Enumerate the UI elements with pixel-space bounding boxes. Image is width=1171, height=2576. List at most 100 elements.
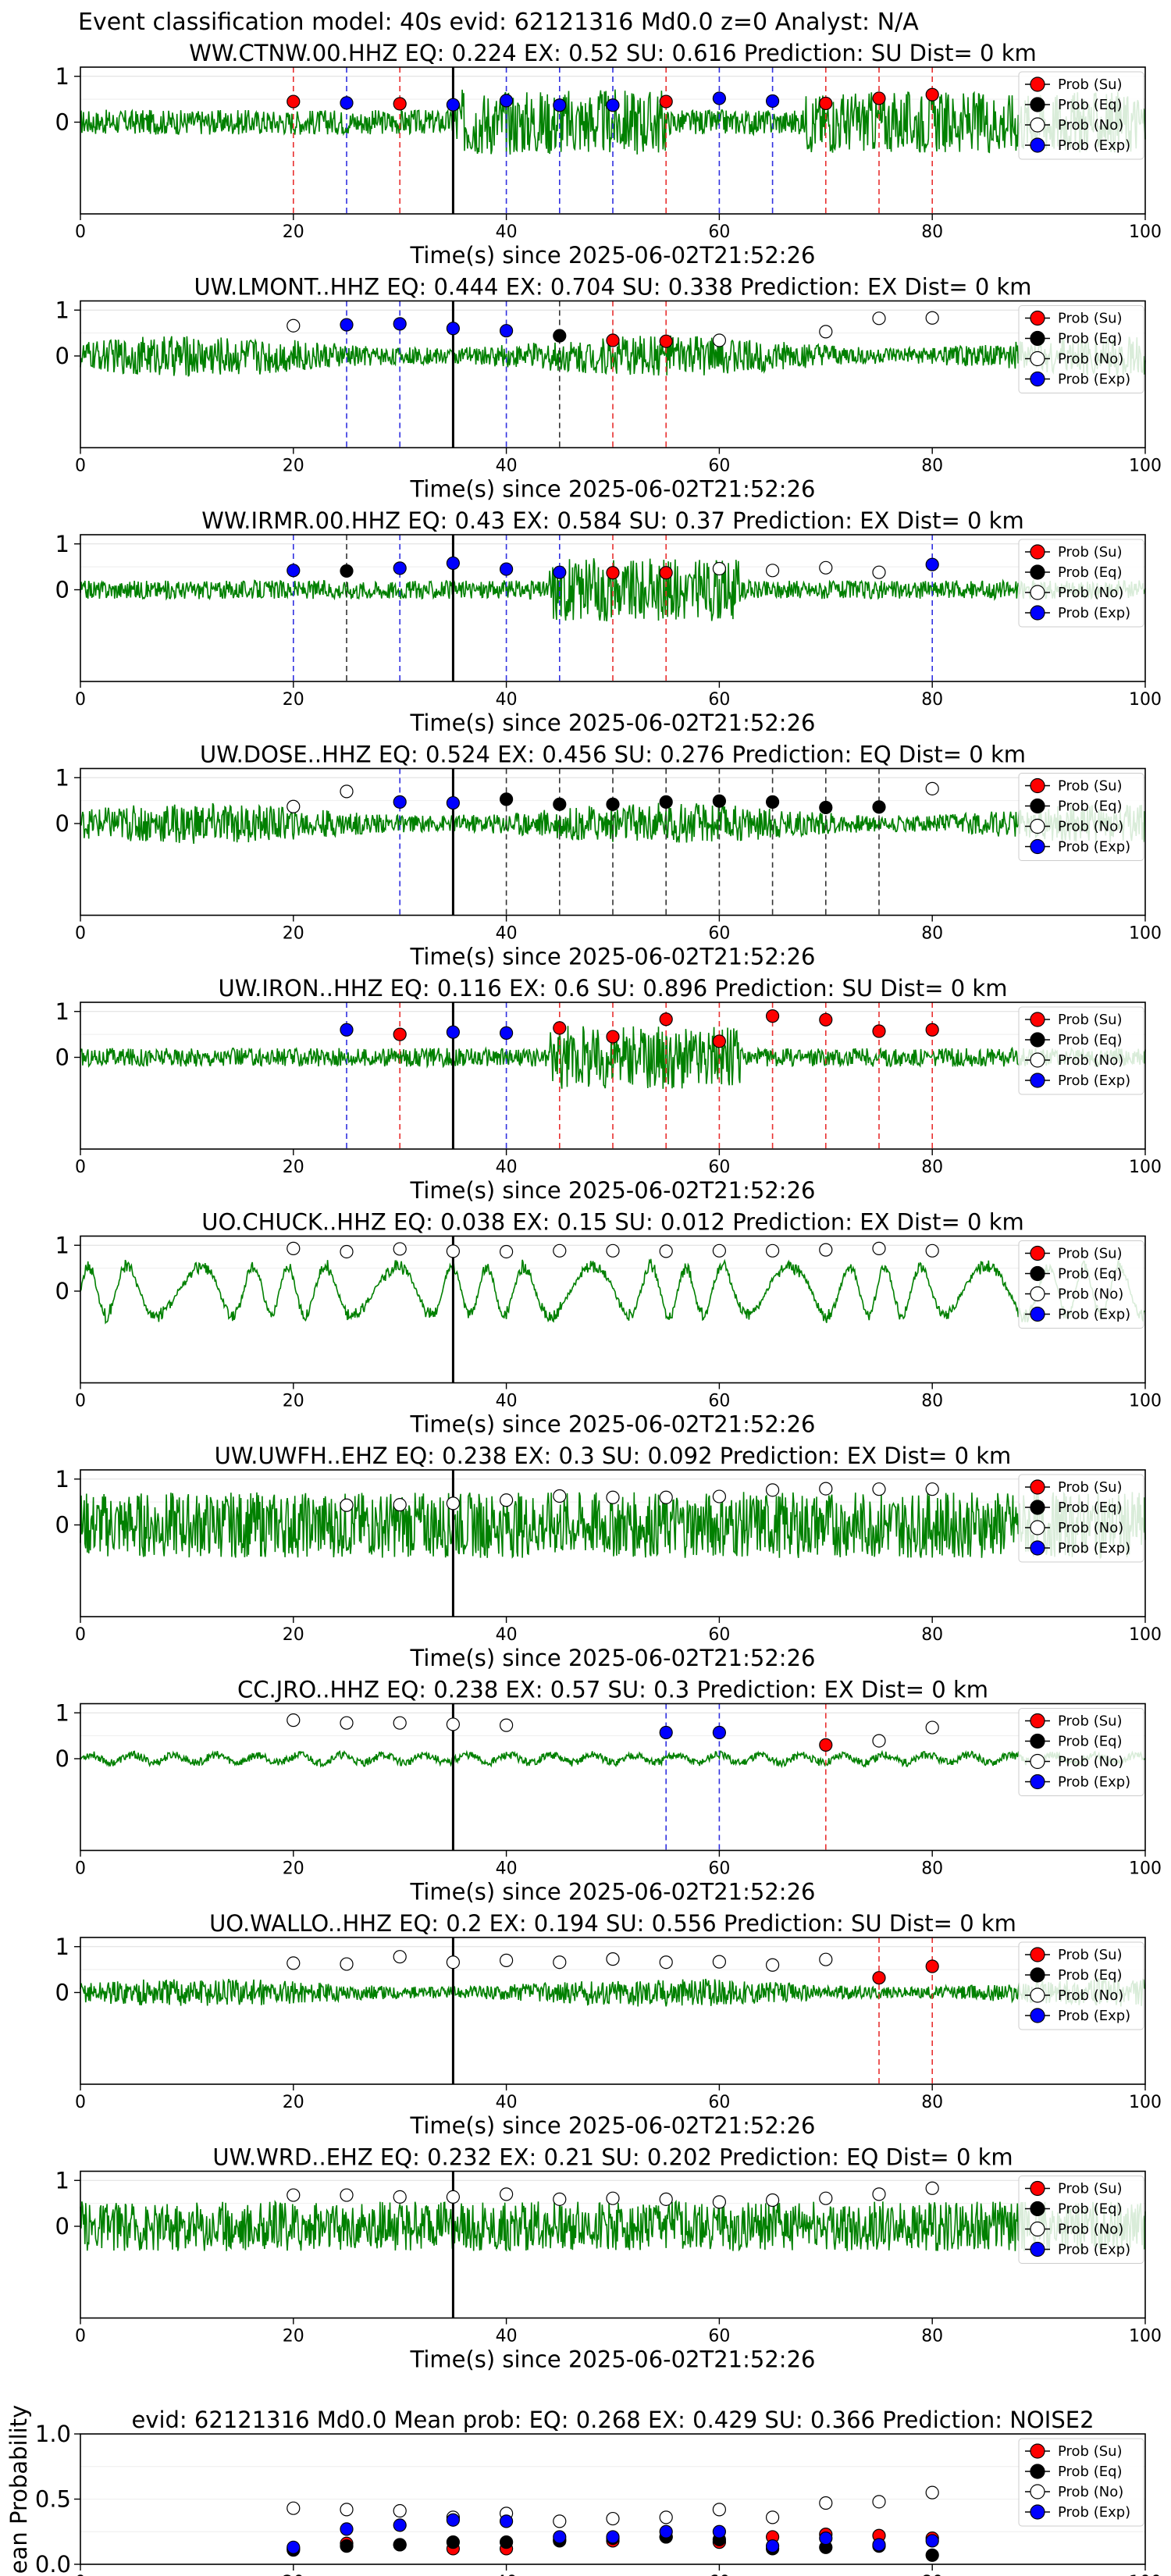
prob-point: [393, 561, 407, 575]
prob-point: [872, 565, 886, 579]
y-tick-label: 0: [55, 810, 69, 837]
axes-frame: [80, 300, 1146, 449]
legend-label: Prob (Eq): [1058, 799, 1123, 815]
legend-label: Prob (Su): [1058, 1012, 1123, 1028]
legend-label: Prob (No): [1058, 1987, 1123, 2004]
prob-point: [659, 566, 673, 580]
x-tick-label: 80: [921, 1859, 943, 1879]
chart-panel: UO.WALLO..HHZ EQ: 0.2 EX: 0.194 SU: 0.55…: [55, 1910, 1162, 2139]
y-tick-label: 0.0: [35, 2551, 71, 2576]
x-tick-label: 20: [283, 2573, 304, 2576]
prob-point: [606, 566, 620, 580]
x-tick-label: 40: [496, 457, 518, 476]
x-tick-label: 100: [1129, 1859, 1162, 1879]
x-axis-label: Time(s) since 2025-06-02T21:52:26: [410, 944, 816, 970]
prob-point: [712, 1955, 727, 1969]
x-tick-label: 100: [1129, 1158, 1162, 1177]
mean-prob-point: [765, 2510, 780, 2524]
prob-point: [872, 1482, 886, 1496]
x-tick-label: 40: [496, 2573, 518, 2576]
prob-point: [819, 2191, 833, 2205]
chart-panel: evid: 62121316 Md0.0 Mean prob: EQ: 0.26…: [5, 2405, 1162, 2576]
x-axis-label: Time(s) since 2025-06-02T21:52:26: [410, 242, 816, 269]
chart-panel: CC.JRO..HHZ EQ: 0.238 EX: 0.57 SU: 0.3 P…: [55, 1677, 1162, 1905]
legend-marker: [1030, 2484, 1045, 2500]
mean-prob-point: [287, 2540, 301, 2554]
prob-point: [553, 2192, 567, 2206]
legend-label: Prob (Eq): [1058, 564, 1123, 581]
legend-marker: [1030, 1713, 1045, 1729]
prob-point: [712, 2195, 727, 2209]
prob-point: [553, 98, 567, 112]
mean-prob-point: [340, 2503, 354, 2517]
prob-point: [765, 2193, 780, 2208]
x-tick-label: 20: [283, 1859, 304, 1879]
x-tick-label: 20: [283, 1625, 304, 1645]
x-tick-label: 60: [708, 690, 730, 710]
x-tick-label: 80: [921, 690, 943, 710]
legend-marker: [1030, 1947, 1045, 1962]
x-tick-label: 20: [283, 924, 304, 944]
axes-frame: [80, 1235, 1146, 1384]
legend-label: Prob (No): [1058, 1754, 1123, 1770]
mean-prob-point: [393, 2503, 407, 2518]
prob-point: [606, 333, 620, 347]
legend-label: Prob (No): [1058, 1052, 1123, 1069]
prob-point: [765, 1483, 780, 1497]
x-axis-label: Time(s) since 2025-06-02T21:52:26: [410, 1411, 816, 1438]
x-tick-label: 40: [496, 1158, 518, 1177]
prob-point: [765, 795, 780, 809]
prob-point: [340, 96, 354, 110]
prob-point: [606, 1490, 620, 1504]
x-tick-label: 100: [1129, 2573, 1162, 2576]
prob-point: [287, 1241, 301, 1255]
mean-prob-point: [287, 2501, 301, 2515]
x-tick-label: 60: [708, 1859, 730, 1879]
x-tick-label: 100: [1129, 1392, 1162, 1411]
legend-box: [1018, 2176, 1144, 2264]
panel-title: UW.IRON..HHZ EQ: 0.116 EX: 0.6 SU: 0.896…: [219, 975, 1008, 1002]
prob-point: [819, 1738, 833, 1752]
prob-point: [712, 1244, 727, 1258]
prob-point: [925, 2181, 939, 2195]
legend-marker: [1030, 585, 1045, 600]
legend-marker: [1030, 2443, 1045, 2459]
legend-label: Prob (Eq): [1058, 1032, 1123, 1048]
prob-point: [499, 1718, 514, 1732]
prob-point: [446, 556, 461, 571]
seismic-trace: [80, 802, 1146, 845]
legend-marker: [1030, 2241, 1045, 2258]
x-tick-label: 60: [708, 1158, 730, 1177]
x-tick-label: 80: [921, 1158, 943, 1177]
x-tick-label: 0: [75, 222, 86, 242]
mean-prob-point: [872, 2538, 886, 2552]
prob-point: [712, 333, 727, 347]
chart-panel: UW.DOSE..HHZ EQ: 0.524 EX: 0.456 SU: 0.2…: [55, 742, 1162, 970]
prob-point: [765, 564, 780, 578]
x-tick-label: 0: [75, 2327, 86, 2347]
prob-point: [446, 1717, 461, 1731]
seismic-trace: [80, 1026, 1146, 1089]
panel-title: UO.WALLO..HHZ EQ: 0.2 EX: 0.194 SU: 0.55…: [209, 1910, 1016, 1937]
legend-marker: [1030, 2180, 1045, 2197]
legend-label: Prob (Eq): [1058, 2201, 1123, 2218]
legend-marker: [1030, 798, 1045, 814]
mean-prob-point: [925, 2485, 939, 2500]
legend-label: Prob (Exp): [1058, 372, 1130, 388]
mean-prob-point: [393, 2538, 407, 2552]
prob-point: [287, 1956, 301, 1970]
y-tick-label: 1: [55, 2167, 69, 2194]
legend-box: [1018, 1006, 1144, 1095]
legend-marker: [1030, 117, 1045, 133]
panel-title: CC.JRO..HHZ EQ: 0.238 EX: 0.57 SU: 0.3 P…: [237, 1677, 988, 1703]
prob-point: [553, 329, 567, 343]
y-tick-label: 1: [55, 1934, 69, 1960]
x-tick-label: 80: [921, 1392, 943, 1411]
prob-point: [340, 1023, 354, 1037]
mean-prob-point: [872, 2495, 886, 2509]
x-tick-label: 40: [496, 222, 518, 242]
axes-frame: [80, 1937, 1146, 2085]
prob-point: [765, 94, 780, 109]
mean-prob-point: [499, 2514, 514, 2528]
